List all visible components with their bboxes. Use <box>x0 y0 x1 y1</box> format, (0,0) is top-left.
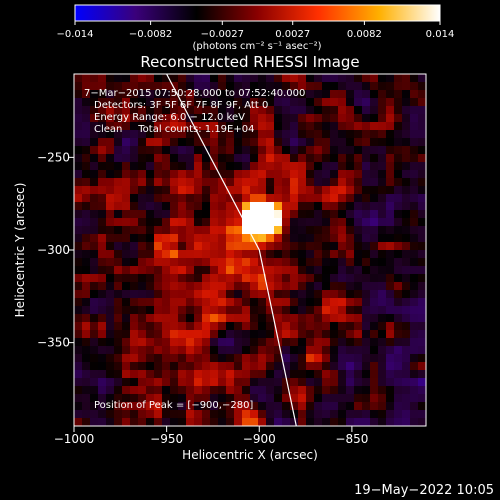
colorbar-unit-label: (photons cm⁻² s⁻¹ asec⁻²) <box>192 41 321 52</box>
colorbar-tick-label: −0.014 <box>56 29 93 40</box>
colorbar-ticks: −0.014 −0.0082 −0.0027 0.0027 0.0082 0.014 <box>56 21 454 40</box>
colorbar-tick-label: −0.0082 <box>129 29 172 40</box>
x-tick-label: −850 <box>335 432 368 446</box>
x-tick-label: −900 <box>243 432 276 446</box>
y-tick-label: −250 <box>37 150 70 164</box>
x-axis: −1000 −950 −900 −850 <box>54 426 368 446</box>
chart-title: Reconstructed RHESSI Image <box>140 53 359 71</box>
colorbar-tick-label: 0.0027 <box>275 29 310 40</box>
y-axis-label: Heliocentric Y (arcsec) <box>13 183 27 318</box>
peak-position-label: Position of Peak = [−900,−280] <box>94 400 253 411</box>
y-axis: −250 −300 −350 <box>37 150 74 350</box>
x-axis-label: Heliocentric X (arcsec) <box>182 448 318 462</box>
annotation-time-range: 7−Mar−2015 07:50:28.000 to 07:52:40.000 <box>84 88 305 99</box>
annotation-counts: Clean Total counts: 1.19E+04 <box>94 124 254 135</box>
timestamp: 19−May−2022 10:05 <box>354 483 494 498</box>
x-tick-label: −950 <box>150 432 183 446</box>
annotation-block: 7−Mar−2015 07:50:28.000 to 07:52:40.000 … <box>84 88 305 135</box>
colorbar-tick-label: 0.014 <box>426 29 455 40</box>
colorbar-tick-label: 0.0082 <box>347 29 382 40</box>
y-tick-label: −350 <box>37 336 70 350</box>
y-tick-label: −300 <box>37 243 70 257</box>
solar-limb-line <box>166 74 297 426</box>
colorbar-tick-label: −0.0027 <box>201 29 244 40</box>
colorbar <box>74 4 441 22</box>
heatmap-image <box>74 74 426 426</box>
annotation-detectors: Detectors: 3F 5F 6F 7F 8F 9F, Att 0 <box>94 100 268 111</box>
x-tick-label: −1000 <box>54 432 95 446</box>
annotation-energy-range: Energy Range: 6.0 − 12.0 keV <box>94 112 245 123</box>
